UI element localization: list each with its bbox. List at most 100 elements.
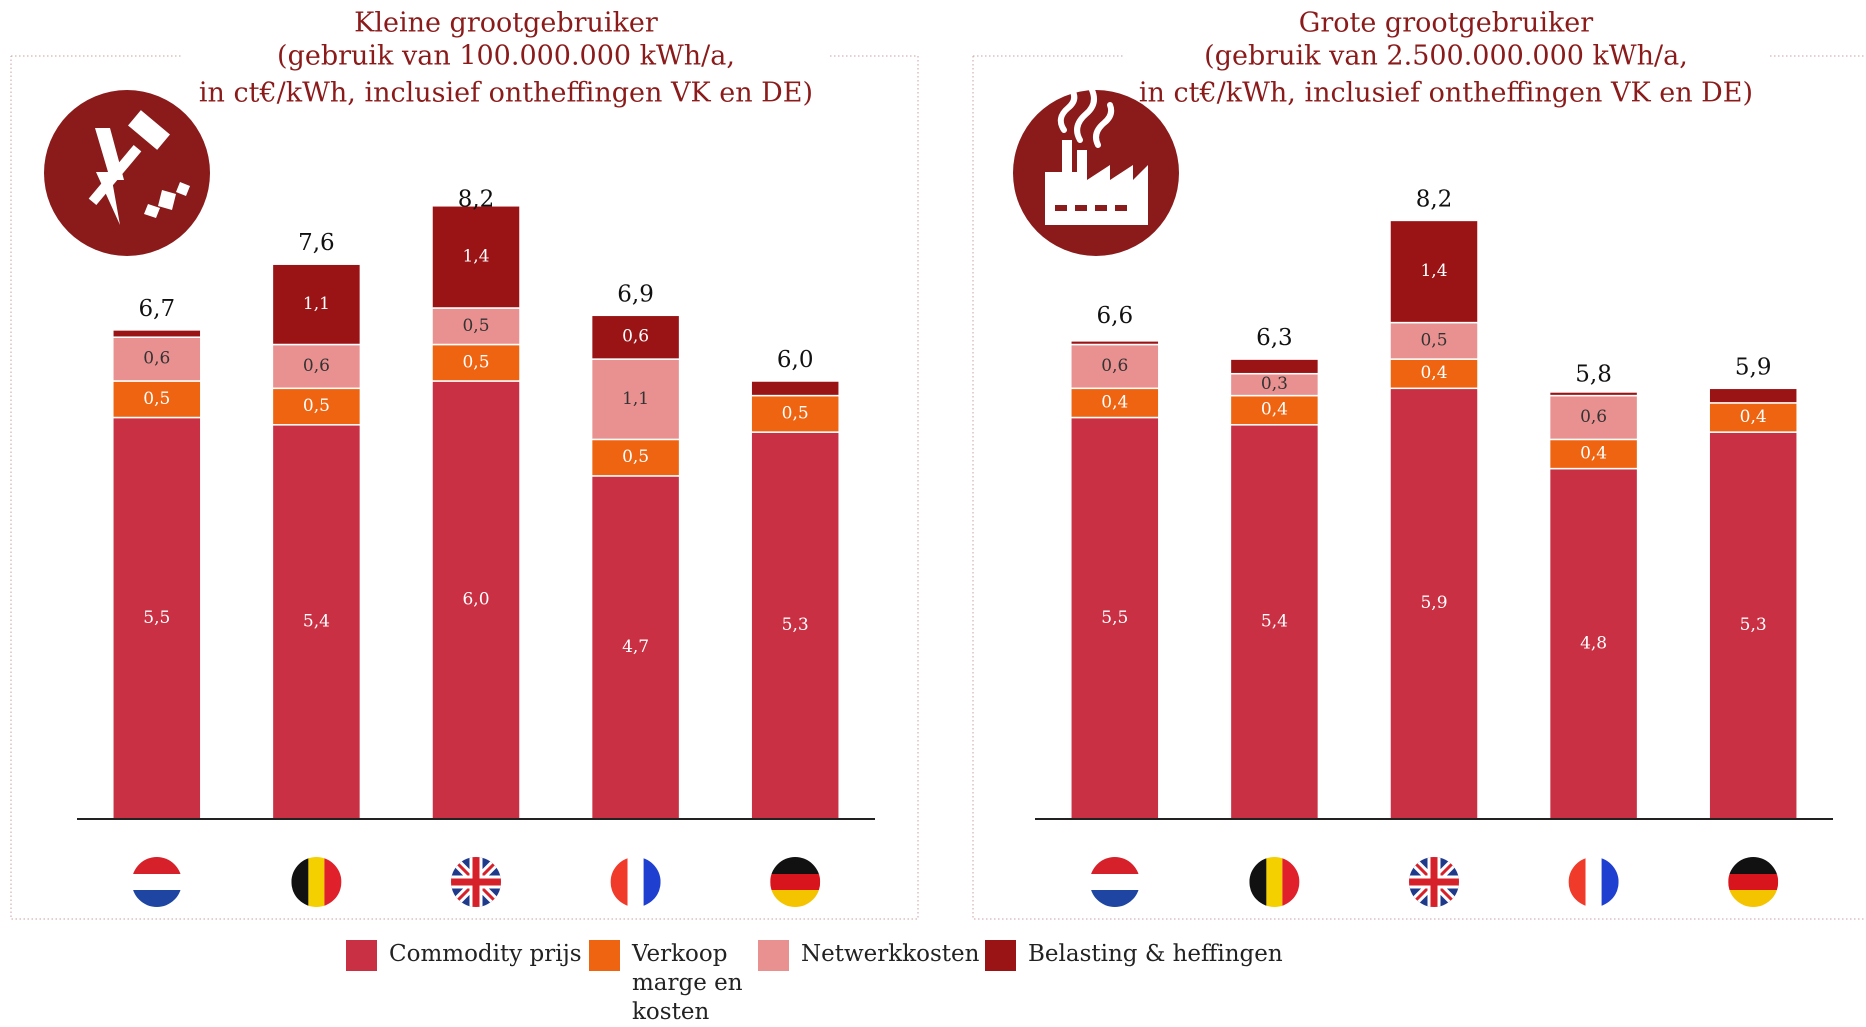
bar-segment <box>431 205 521 309</box>
flag-part <box>1249 857 1267 907</box>
bar-segment <box>1548 467 1639 820</box>
data-label: 0,6 <box>303 356 330 376</box>
bar-segment <box>271 387 362 426</box>
legend-item: Belasting & heffingen <box>985 940 1283 971</box>
bar-segment <box>750 394 840 433</box>
flag <box>1409 857 1459 907</box>
data-label: 0,4 <box>1261 400 1288 420</box>
flag-clip <box>770 857 821 907</box>
total-label: 8,2 <box>1416 186 1453 212</box>
chart-title: Grote grootgebruiker <box>1299 8 1594 39</box>
flag-part <box>308 857 325 907</box>
flag <box>451 857 501 907</box>
chart-subtitle: in ct€/kWh, inclusief ontheffingen VK en… <box>199 78 813 109</box>
legend-label: Commodity prijs <box>389 941 582 967</box>
bar-segment <box>1708 402 1798 433</box>
data-label: 5,4 <box>1261 611 1288 631</box>
bar-segment <box>590 314 681 360</box>
bar-segment <box>1229 358 1320 375</box>
flag-part <box>324 857 342 907</box>
legend-item: Commodity prijs <box>346 940 582 971</box>
flag-part <box>131 890 182 907</box>
flag-clip <box>451 857 501 907</box>
flag-part <box>131 874 182 890</box>
bar-segment <box>590 438 681 477</box>
flag-part <box>627 857 644 907</box>
data-label: 0,3 <box>1261 374 1288 394</box>
flag-part <box>643 857 661 907</box>
data-label: 4,7 <box>622 637 649 657</box>
flag-clip <box>131 857 182 907</box>
bar-segment <box>271 424 362 820</box>
flag-clip <box>1249 857 1300 907</box>
data-label: 0,6 <box>622 327 649 347</box>
bar-segment <box>1389 387 1479 820</box>
data-label: 0,5 <box>622 447 649 467</box>
bar-segment <box>1070 343 1160 390</box>
flag-part <box>1585 857 1602 907</box>
data-label: 0,6 <box>1580 407 1607 427</box>
bar-segment <box>750 431 840 820</box>
chart-subtitle: in ct€/kWh, inclusief ontheffingen VK en… <box>1139 78 1753 109</box>
chart-subtitle: (gebruik van 100.000.000 kWh/a, <box>277 41 735 72</box>
flag-part <box>1728 874 1779 890</box>
data-label: 0,4 <box>1101 392 1128 412</box>
data-label: 0,4 <box>1420 363 1447 383</box>
legend-item: Verkoop marge en kosten <box>589 940 752 1027</box>
bar-segment <box>1070 416 1160 820</box>
data-label: 0,6 <box>143 349 170 369</box>
data-label: 0,5 <box>1420 330 1447 350</box>
flag <box>291 857 342 907</box>
flag-part <box>610 857 628 907</box>
legend-swatch <box>346 940 377 971</box>
flag-part <box>770 857 821 874</box>
data-label: 1,1 <box>303 294 330 314</box>
flag-clip <box>1568 857 1619 907</box>
flag <box>770 857 821 907</box>
data-label: 0,6 <box>1101 356 1128 376</box>
frame <box>10 55 919 920</box>
data-label: 4,8 <box>1580 633 1607 653</box>
data-label: 5,3 <box>1740 615 1767 635</box>
frame <box>972 55 1866 920</box>
flag-part <box>770 890 821 907</box>
bar-segment <box>1229 394 1320 426</box>
bar-segment <box>1389 219 1479 324</box>
data-label: 1,4 <box>1420 261 1447 281</box>
flag <box>1249 857 1300 907</box>
bar-segment <box>1389 358 1479 390</box>
flag-part <box>1601 857 1619 907</box>
data-label: 1,4 <box>462 246 489 266</box>
flag <box>1089 857 1140 907</box>
flag-clip <box>610 857 661 907</box>
flag <box>131 857 182 907</box>
legend-swatch <box>589 940 620 971</box>
total-label: 6,7 <box>139 296 176 322</box>
data-label: 5,3 <box>782 615 809 635</box>
flag-clip <box>291 857 342 907</box>
bar-segment <box>1229 424 1320 820</box>
flag <box>610 857 661 907</box>
data-label: 0,5 <box>303 396 330 416</box>
bar-segment <box>1548 391 1639 397</box>
flag-part <box>1728 890 1779 907</box>
icon-mining <box>44 90 210 256</box>
data-label: 0,5 <box>143 389 170 409</box>
bar-segment <box>112 329 202 338</box>
bar-segment <box>750 380 840 397</box>
total-label: 5,9 <box>1735 354 1772 380</box>
legend-swatch <box>985 940 1016 971</box>
bar-segment <box>1070 387 1160 419</box>
flag-part <box>1089 890 1140 907</box>
data-label: 1,1 <box>622 389 649 409</box>
total-label: 6,6 <box>1097 303 1134 329</box>
bar-segment <box>431 343 521 382</box>
total-label: 6,3 <box>1256 325 1293 351</box>
total-label: 6,9 <box>617 281 654 307</box>
flag-clip <box>1409 857 1459 907</box>
total-label: 5,8 <box>1575 362 1612 388</box>
total-label: 6,0 <box>777 347 814 373</box>
flag-part <box>1089 874 1140 890</box>
flag <box>1568 857 1619 907</box>
